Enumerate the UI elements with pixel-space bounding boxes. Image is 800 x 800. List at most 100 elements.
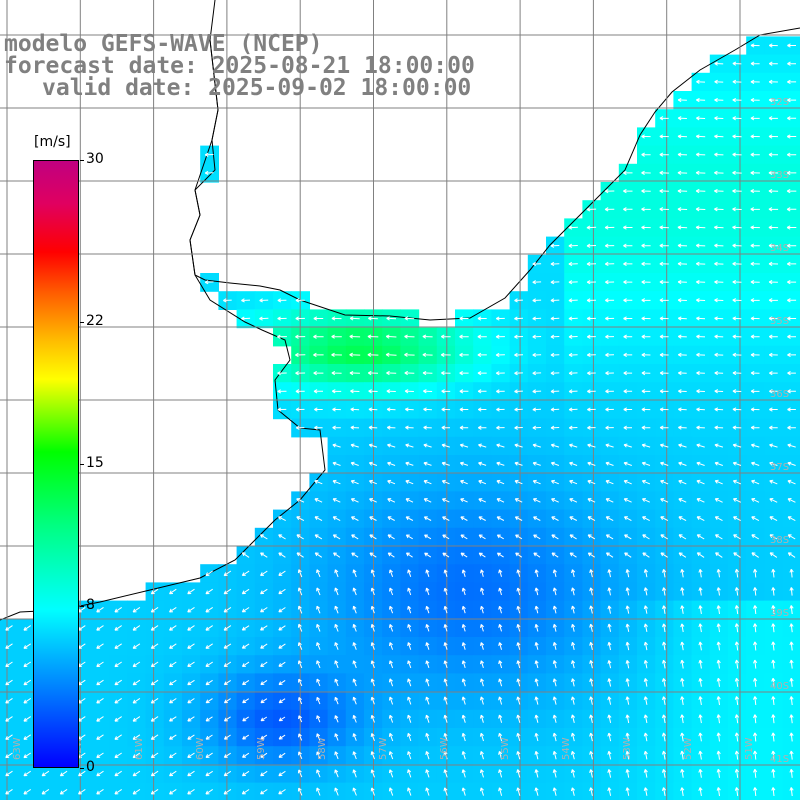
- wind-arrow: [350, 407, 360, 412]
- wind-arrow: [278, 789, 286, 795]
- wind-arrow: [734, 714, 739, 724]
- wind-arrow: [260, 643, 268, 649]
- wind-arrow: [389, 660, 394, 669]
- wind-arrow: [23, 661, 31, 668]
- wind-arrow: [296, 516, 305, 522]
- wind-arrow: [422, 370, 433, 376]
- wind-arrow: [662, 568, 667, 578]
- wind-arrow: [733, 534, 741, 540]
- wind-arrow: [750, 152, 760, 157]
- wind-arrow: [461, 624, 466, 632]
- wind-arrow: [187, 788, 195, 795]
- wind-arrow: [241, 607, 250, 613]
- wind-arrow: [405, 516, 414, 521]
- wind-arrow: [789, 750, 794, 760]
- wind-arrow: [589, 769, 594, 778]
- wind-arrow: [352, 696, 357, 705]
- wind-arrow: [370, 587, 375, 596]
- wind-arrow: [405, 443, 414, 448]
- wind-arrow: [787, 552, 796, 558]
- wind-arrow: [169, 734, 177, 740]
- wind-arrow: [698, 787, 703, 796]
- wind-arrow: [605, 370, 614, 376]
- wind-arrow: [678, 443, 687, 448]
- wind-arrow: [607, 660, 612, 669]
- wind-arrow: [768, 43, 778, 48]
- wind-arrow: [769, 516, 778, 522]
- wind-arrow: [698, 677, 703, 687]
- wind-arrow: [714, 261, 724, 266]
- wind-arrow: [571, 587, 576, 596]
- wind-arrow: [625, 714, 630, 724]
- wind-arrow: [498, 642, 503, 650]
- wind-arrow: [641, 479, 651, 485]
- wind-arrow: [534, 769, 539, 778]
- wind-arrow: [698, 641, 703, 651]
- wind-arrow: [443, 769, 448, 778]
- wind-arrow: [768, 225, 779, 230]
- wind-arrow: [187, 643, 195, 649]
- wind-arrow: [623, 461, 632, 466]
- wind-arrow: [514, 298, 523, 303]
- wind-arrow: [461, 587, 466, 596]
- wind-arrow: [786, 152, 797, 157]
- wind-arrow: [734, 605, 739, 615]
- wind-arrow: [768, 188, 779, 194]
- wind-arrow: [625, 678, 630, 687]
- wind-arrow: [734, 623, 739, 633]
- wind-arrow: [643, 714, 648, 724]
- wind-arrow: [316, 623, 321, 632]
- wind-arrow: [607, 678, 612, 687]
- wind-arrow: [625, 623, 630, 632]
- wind-arrow: [96, 625, 104, 631]
- wind-arrow: [498, 624, 503, 632]
- wind-arrow: [514, 516, 523, 521]
- wind-arrow: [732, 116, 742, 121]
- wind-arrow: [568, 352, 578, 358]
- wind-arrow: [297, 587, 303, 596]
- wind-arrow: [389, 605, 394, 614]
- wind-arrow: [370, 733, 375, 741]
- wind-arrow: [350, 443, 359, 448]
- wind-arrow: [769, 407, 778, 412]
- latitude-label: 36S: [770, 389, 789, 400]
- wind-arrow: [368, 407, 378, 412]
- wind-arrow: [753, 623, 758, 633]
- wind-arrow: [407, 642, 412, 650]
- wind-arrow: [734, 587, 739, 596]
- wind-arrow: [532, 389, 542, 394]
- wind-arrow: [460, 498, 468, 503]
- wind-arrow: [678, 516, 687, 522]
- wind-arrow: [568, 261, 578, 267]
- wind-arrow: [459, 389, 469, 394]
- wind-arrow: [732, 352, 742, 357]
- wind-arrow: [641, 243, 651, 248]
- wind-arrow: [659, 279, 669, 285]
- wind-arrow: [388, 732, 394, 742]
- wind-arrow: [714, 498, 723, 503]
- wind-arrow: [498, 696, 503, 705]
- wind-arrow: [732, 298, 742, 303]
- wind-arrow: [643, 787, 648, 796]
- wind-arrow: [550, 280, 560, 285]
- wind-arrow: [789, 696, 794, 706]
- wind-arrow: [787, 97, 797, 103]
- wind-arrow: [750, 261, 760, 266]
- wind-arrow: [771, 605, 776, 615]
- wind-arrow: [496, 407, 505, 412]
- wind-arrow: [641, 334, 651, 339]
- wind-arrow: [714, 298, 724, 303]
- wind-arrow: [589, 750, 594, 760]
- wind-arrow: [387, 461, 396, 466]
- wind-arrow: [332, 461, 341, 466]
- wind-arrow: [150, 661, 159, 668]
- wind-arrow: [442, 534, 450, 540]
- wind-arrow: [750, 61, 760, 66]
- wind-arrow: [169, 698, 177, 704]
- wind-arrow: [569, 498, 578, 503]
- wind-arrow: [516, 678, 521, 687]
- wind-arrow: [625, 605, 630, 614]
- wind-arrow: [641, 370, 651, 376]
- wind-arrow: [461, 678, 466, 687]
- wind-arrow: [660, 479, 669, 485]
